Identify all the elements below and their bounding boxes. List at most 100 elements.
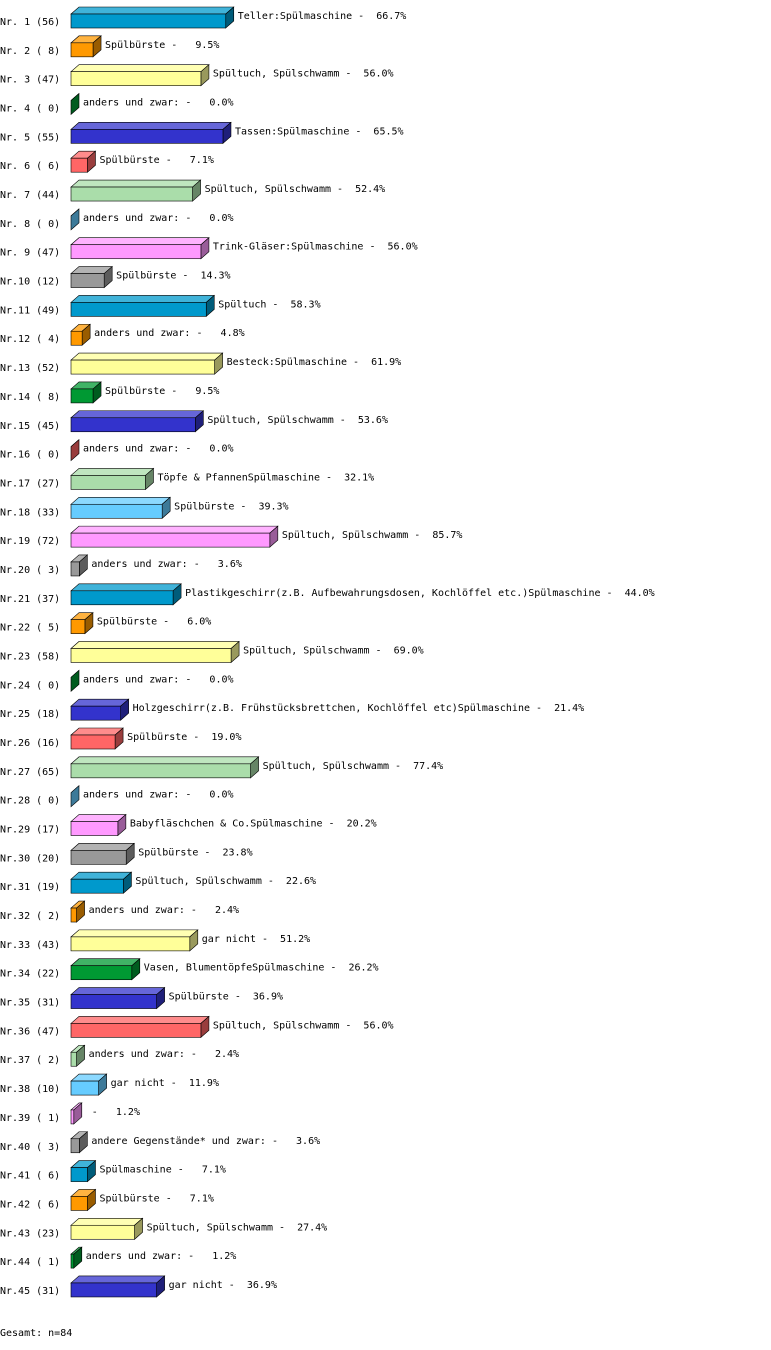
bar [70,850,127,865]
value-label: Spülmaschine - 7.1% [99,1165,225,1176]
bar [70,1051,77,1067]
bar [70,590,174,606]
category-label: Nr.11 (49) [0,305,60,316]
category-label: Nr. 1 (56) [0,17,60,28]
value-label: Spültuch, Spülschwamm - 53.6% [207,415,388,426]
bar-top [70,525,279,534]
category-label: Nr.20 ( 3) [0,565,60,576]
bar [70,1080,99,1096]
category-label: Nr.36 (47) [0,1026,60,1037]
value-label: Spültuch, Spülschwamm - 22.6% [135,876,316,887]
bar-top [70,641,240,649]
category-label: Nr.28 ( 0) [0,796,60,807]
category-label: Nr.21 (37) [0,594,60,605]
bar-top [70,64,210,72]
category-label: Nr. 7 (44) [0,190,60,201]
bar-top [70,179,202,188]
bar [70,1196,88,1211]
bar [70,475,146,490]
value-label: anders und zwar: - 1.2% [86,1251,237,1262]
category-label: Nr.32 ( 2) [0,911,60,922]
bar-top [70,929,199,938]
bar [70,705,121,721]
category-label: Nr.38 (10) [0,1084,60,1095]
bar [70,734,116,750]
bar-side [70,669,80,692]
category-label: Nr.19 (72) [0,536,60,547]
value-label: Spültuch, Spülschwamm - 56.0% [213,69,394,80]
category-label: Nr.15 (45) [0,421,60,432]
category-label: Nr.39 ( 1) [0,1113,60,1124]
bar [70,1138,80,1154]
category-label: Nr.37 ( 2) [0,1055,60,1066]
category-label: Nr.30 (20) [0,853,60,864]
value-label: gar nicht - 51.2% [202,934,310,945]
value-label: Babyfläschchen & Co.Spülmaschine - 20.2% [130,819,377,830]
bar [70,994,157,1009]
category-label: Nr.42 ( 6) [0,1199,60,1210]
category-label: Nr.24 ( 0) [0,680,60,691]
category-label: Nr.12 ( 4) [0,334,60,345]
value-label: Tassen:Spülmaschine - 65.5% [235,126,404,137]
bar [70,13,227,29]
bar [70,42,94,58]
bar-top [70,698,130,707]
value-label: Plastikgeschirr(z.B. Aufbewahrungsdosen,… [185,588,655,599]
value-label: Teller:Spülmaschine - 66.7% [238,11,407,22]
category-label: Nr.10 (12) [0,277,60,288]
category-label: Nr.27 (65) [0,767,60,778]
bar [70,417,196,433]
category-label: Nr.34 (22) [0,969,60,980]
bar-top [70,496,171,505]
bar-top [70,843,136,851]
value-label: anders und zwar: - 4.8% [94,328,245,339]
value-label: Spültuch, Spülschwamm - 27.4% [147,1222,328,1233]
bar-side [70,438,80,462]
category-label: Nr. 9 (47) [0,248,60,259]
bar [70,330,83,346]
value-label: Besteck:Spülmaschine - 61.9% [227,357,402,368]
value-label: Holzgeschirr(z.B. Frühstücksbrettchen, K… [133,703,585,714]
bar-top [70,122,232,130]
category-label: Nr.29 (17) [0,825,60,836]
bar [70,648,232,663]
bar-top [70,1016,210,1024]
bar-top [70,871,133,880]
bar-top [70,958,141,967]
bar-top [70,468,155,476]
bar-top [70,352,224,361]
bar [70,878,124,894]
category-label: Nr.33 (43) [0,940,60,951]
value-label: Spülbürste - 19.0% [127,732,241,743]
category-label: Nr. 8 ( 0) [0,219,60,230]
category-label: Nr.26 (16) [0,738,60,749]
value-label: anders und zwar: - 2.4% [89,905,240,916]
value-label: anders und zwar: - 0.0% [83,790,234,801]
bar-top [70,1275,166,1284]
bar [70,302,207,317]
category-label: Nr.13 (52) [0,363,60,374]
bar-top [70,583,182,592]
value-label: Spülbürste - 39.3% [174,501,288,512]
bar [70,561,80,577]
bar-side [70,785,80,808]
value-label: Spültuch, Spülschwamm - 52.4% [205,184,386,195]
bar [70,71,202,86]
value-label: gar nicht - 11.9% [111,1078,219,1089]
bar-side [70,208,80,231]
bar-top [70,6,235,15]
bar [70,936,191,952]
value-label: anders und zwar: - 3.6% [91,559,242,570]
category-label: Nr.45 (31) [0,1286,60,1297]
bar [70,359,215,375]
category-label: Nr. 2 ( 8) [0,46,60,57]
bar-top [70,727,124,736]
bar [70,1167,88,1182]
value-label: Vasen, BlumentöpfeSpülmaschine - 26.2% [144,963,379,974]
value-label: Trink-Gläser:Spülmaschine - 56.0% [213,242,418,253]
bar-top [70,1217,144,1226]
bar [70,907,77,923]
bar-top [70,410,205,419]
bar-top [70,814,127,822]
